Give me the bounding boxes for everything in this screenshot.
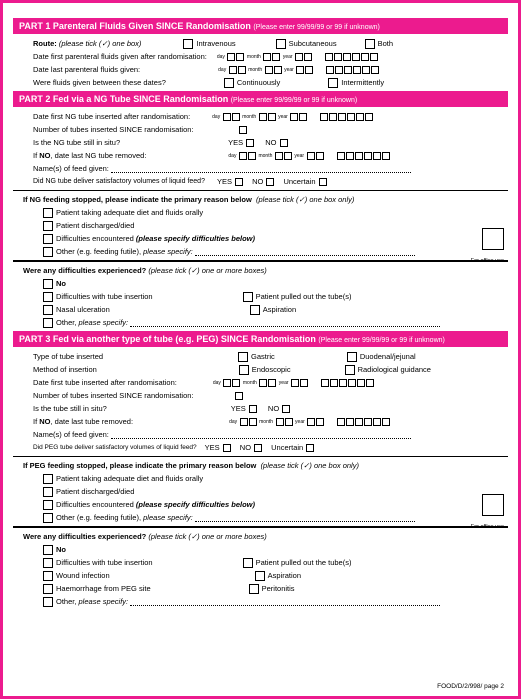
row-p2-feedname: Name(s) of feed given: [33,163,508,174]
num-box[interactable] [239,126,247,134]
row-p3-deliver: Did PEG tube deliver satisfactory volume… [33,442,508,453]
row-p3-method: Method of insertion Endoscopic Radiologi… [33,364,508,375]
part1-hint: (Please enter 99/99/99 or 99 if unknown) [253,24,379,31]
part3-title: PART 3 Fed via another type of tube (e.g… [19,334,316,344]
d4[interactable] [272,53,280,61]
d2[interactable] [236,53,244,61]
lbl-both: Both [378,39,393,48]
row-route: Route: (please tick (✓) one box) Intrave… [33,38,508,49]
e1[interactable] [325,53,333,61]
cb-sc[interactable] [276,39,286,49]
cb-yes[interactable] [246,139,254,147]
row-p3-datefirst: Date first tube inserted after randomisa… [33,377,508,388]
route-label: Route: [33,39,57,48]
d1[interactable] [227,53,235,61]
row-p3-diffq: Were any difficulties experienced? (plea… [23,531,508,542]
row-p2-datefirst: Date first NG tube inserted after random… [33,111,508,122]
p1-datelast-label: Date last parenteral fluids given: [33,65,140,74]
p2-feedname: Name(s) of feed given: [33,164,109,173]
row-p2-stopped: If NG feeding stopped, please indicate t… [23,194,508,205]
route-tick: (please tick (✓) one box) [59,39,142,48]
cb-iv[interactable] [183,39,193,49]
cb-cont[interactable] [224,78,234,88]
row-p2-num: Number of tubes inserted SINCE randomisa… [33,124,508,135]
lbl-sc: Subcutaneous [289,39,337,48]
p2-deliver: Did NG tube deliver satisfactory volumes… [33,178,205,185]
d-yr: year [283,54,293,60]
e4[interactable] [352,53,360,61]
part2-title: PART 2 Fed via a NG Tube SINCE Randomisa… [19,94,228,104]
row-p2-still: Is the NG tube still in situ? YES NO [33,137,508,148]
page-footer: FOOD/D/2/998/ page 2 [437,683,504,690]
cb-inter[interactable] [328,78,338,88]
d3[interactable] [263,53,271,61]
e6[interactable] [370,53,378,61]
office-box-2[interactable] [482,494,504,516]
office-lbl-1: For office use [471,258,504,264]
row-p1-between: Were fluids given between these dates? C… [33,77,508,88]
part3-hint: (Please enter 99/99/99 or 99 if unknown) [318,337,444,344]
cb-no[interactable] [280,139,288,147]
row-p1-datefirst: Date first parenteral fluids given after… [33,51,508,62]
p2-datefirst: Date first NG tube inserted after random… [33,112,190,121]
row-p2-ifno: If NO, date last NG tube removed: day mo… [33,150,508,161]
d-mon: month [247,54,261,60]
d5[interactable] [295,53,303,61]
row-p2-diffq: Were any difficulties experienced? (plea… [23,265,508,276]
d6[interactable] [304,53,312,61]
office-lbl-2: For office use [471,524,504,530]
no-lbl: NO [265,138,276,147]
lbl-inter: Intermittently [341,78,384,87]
part2-hint: (Please enter 99/99/99 or 99 if unknown) [231,97,357,104]
part1-header: PART 1 Parenteral Fluids Given SINCE Ran… [13,18,508,34]
p1-datefirst-label: Date first parenteral fluids given after… [33,52,207,61]
feedname-line[interactable] [111,165,411,173]
p2-diffq: Were any difficulties experienced? [23,266,146,275]
yes-lbl: YES [228,138,243,147]
p2-stopped: If NG feeding stopped, please indicate t… [23,195,252,204]
office-box-1[interactable] [482,228,504,250]
div3 [13,456,508,457]
lbl-cont: Continuously [237,78,280,87]
row-p3-ifno: If NO, date last tube removed: day month… [33,416,508,427]
part3-header: PART 3 Fed via another type of tube (e.g… [13,331,508,347]
p2-tick: (please tick (✓) one box only) [256,195,354,204]
row-p3-num: Number of tubes inserted SINCE randomisa… [33,390,508,401]
row-p3-type: Type of tube inserted Gastric Duodenal/j… [33,351,508,362]
row-p3-feedname: Name(s) of feed given: [33,429,508,440]
p2-still: Is the NG tube still in situ? [33,138,120,147]
unc-lbl: Uncertain [283,177,315,186]
lbl-iv: Intravenous [196,39,235,48]
d-day: day [217,54,225,60]
e5[interactable] [361,53,369,61]
row-p3-stopped: If PEG feeding stopped, please indicate … [23,460,508,471]
part1-title: PART 1 Parenteral Fluids Given SINCE Ran… [19,21,251,31]
div4 [13,526,508,528]
e2[interactable] [334,53,342,61]
row-p2-deliver: Did NG tube deliver satisfactory volumes… [33,176,508,187]
div1 [13,190,508,191]
cb-both[interactable] [365,39,375,49]
part2-header: PART 2 Fed via a NG Tube SINCE Randomisa… [13,91,508,107]
row-p1-datelast: Date last parenteral fluids given: day m… [33,64,508,75]
row-p3-still: Is the tube still in situ? YES NO [33,403,508,414]
p1-between-label: Were fluids given between these dates? [33,78,166,87]
p2-num: Number of tubes inserted SINCE randomisa… [33,125,194,134]
div2 [13,260,508,262]
form-page: PART 1 Parenteral Fluids Given SINCE Ran… [0,0,521,699]
e3[interactable] [343,53,351,61]
